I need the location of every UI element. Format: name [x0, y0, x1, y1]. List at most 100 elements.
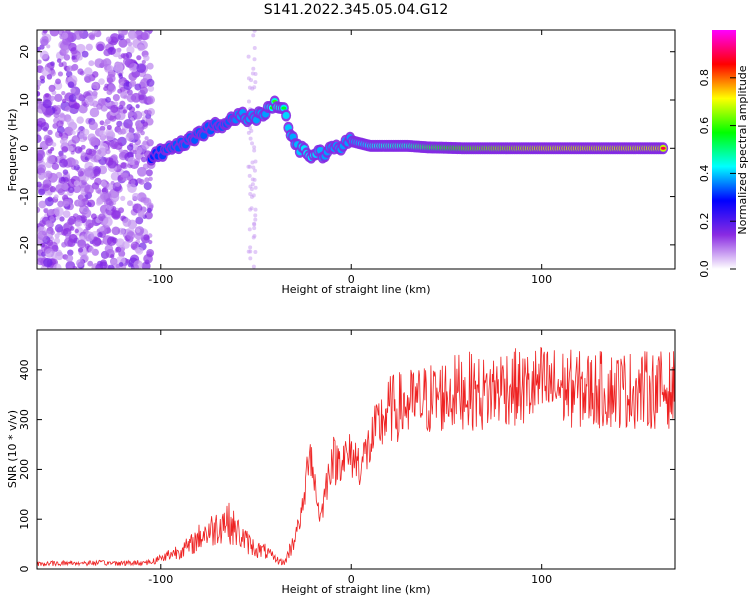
colorbar-tick-label: 0.0 — [698, 260, 711, 278]
noise-blob — [66, 118, 75, 127]
noise-blob — [250, 71, 255, 76]
noise-blob — [126, 93, 136, 103]
noise-blob — [65, 254, 74, 263]
snr-y-axis-label: SNR (10 * v/v) — [6, 410, 19, 488]
noise-blob — [112, 93, 120, 102]
noise-blob — [106, 89, 113, 96]
noise-blob — [99, 120, 105, 126]
snr-y-ticks: 0 100 200 300 400 — [18, 359, 675, 573]
noise-blob — [105, 148, 111, 155]
noise-blob — [59, 216, 65, 222]
noise-blob — [91, 237, 102, 247]
noise-blob — [252, 85, 257, 90]
noise-blob — [148, 239, 153, 245]
colorbar-tick-label: 0.6 — [698, 117, 711, 135]
noise-blob — [54, 93, 63, 103]
noise-blob — [126, 144, 134, 151]
x-tick-label: 0 — [348, 573, 355, 586]
noise-blob — [106, 236, 117, 246]
noise-blob — [119, 100, 126, 107]
noise-blob — [128, 31, 137, 41]
noise-blob — [50, 230, 55, 236]
noise-blob — [43, 207, 49, 213]
noise-blob — [49, 95, 55, 101]
noise-blob — [75, 219, 83, 227]
snr-frame — [36, 329, 676, 570]
spectrogram-y-ticks: -20 -10 0 10 20 — [18, 45, 675, 254]
noise-blob — [144, 177, 150, 183]
x-tick-label: -100 — [148, 573, 173, 586]
noise-blob — [251, 165, 256, 170]
noise-blob — [89, 136, 100, 147]
noise-blob — [117, 138, 122, 143]
noise-blob — [252, 46, 257, 51]
noise-blob — [145, 169, 153, 177]
noise-blob — [118, 207, 125, 214]
noise-blob — [61, 98, 67, 104]
noise-blob — [93, 172, 98, 177]
noise-blob — [107, 264, 115, 269]
noise-blob — [47, 196, 53, 202]
noise-blob — [86, 202, 92, 207]
noise-blob — [61, 137, 68, 144]
noise-blob — [115, 238, 125, 248]
colorbar-tick-label: 0.4 — [698, 165, 711, 183]
noise-blob — [67, 217, 75, 226]
colorbar-tick-label: 0.8 — [698, 69, 711, 87]
noise-blob — [37, 164, 47, 174]
noise-blob — [80, 151, 86, 156]
noise-blob — [46, 44, 51, 49]
noise-blob — [109, 114, 117, 122]
noise-blob — [127, 183, 137, 194]
noise-blob — [82, 136, 88, 141]
noise-blob — [105, 96, 111, 103]
noise-blob — [105, 36, 112, 43]
noise-blob — [252, 222, 257, 227]
noise-blob — [105, 128, 114, 137]
noise-blob — [45, 172, 51, 178]
noise-blob — [110, 171, 120, 181]
noise-blob — [115, 182, 121, 187]
noise-blob — [37, 134, 42, 143]
noise-blob — [113, 62, 124, 73]
noise-blob — [94, 58, 105, 68]
noise-blob — [61, 146, 69, 153]
noise-blob — [99, 191, 109, 201]
noise-blob — [39, 220, 46, 227]
noise-blob — [250, 177, 255, 182]
noise-blob — [143, 54, 150, 62]
noise-blob — [146, 95, 156, 105]
noise-blob — [116, 120, 123, 127]
noise-blob — [47, 129, 53, 136]
noise-blob — [77, 179, 87, 189]
noise-blob — [134, 83, 142, 91]
noise-blob — [252, 226, 257, 231]
noise-blob — [252, 30, 257, 33]
noise-blob — [56, 125, 65, 134]
noise-blob — [253, 207, 258, 212]
noise-blob — [88, 246, 95, 253]
noise-blob — [49, 186, 56, 193]
noise-blob — [83, 207, 90, 214]
noise-blob — [76, 259, 85, 268]
noise-blob — [74, 228, 79, 234]
noise-blob — [147, 85, 155, 92]
noise-blob — [126, 60, 135, 68]
noise-blob — [73, 30, 83, 40]
noise-blob — [98, 78, 105, 85]
noise-blob — [54, 224, 64, 233]
noise-blob — [117, 88, 123, 94]
noise-blob — [71, 55, 76, 60]
noise-blob — [127, 156, 136, 166]
noise-blob — [83, 74, 93, 83]
y-tick-label: 200 — [18, 459, 31, 480]
noise-blob — [136, 55, 142, 61]
noise-blob — [248, 192, 253, 197]
noise-blob — [58, 62, 64, 68]
ridge-core — [282, 111, 290, 119]
noise-blob — [133, 260, 143, 269]
noise-blob — [118, 38, 128, 48]
noise-blob — [103, 86, 109, 92]
noise-blob — [74, 199, 82, 207]
